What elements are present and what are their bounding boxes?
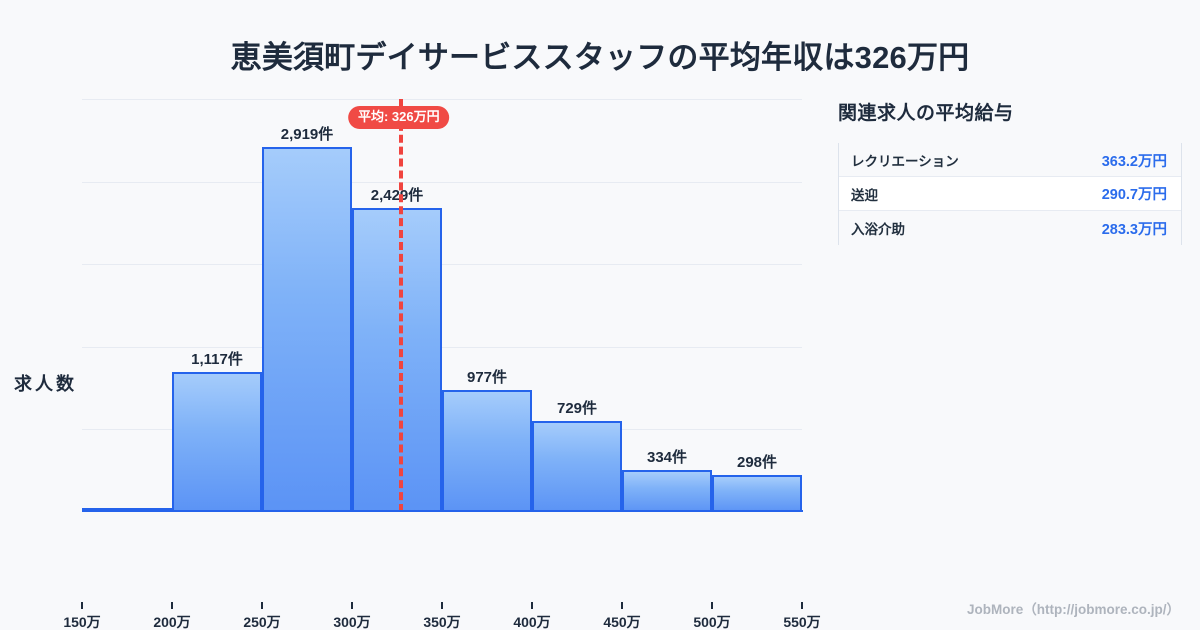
x-axis-tick-label: 300万	[333, 614, 371, 630]
related-salary-title: 関連求人の平均給与	[838, 103, 1014, 124]
x-axis-tick	[531, 602, 533, 609]
related-salary-value: 363.2万円	[1101, 153, 1167, 170]
gridline	[82, 99, 802, 100]
x-axis-tick-label: 150万	[63, 614, 101, 630]
x-axis-tick-label: 250万	[243, 614, 281, 630]
related-salary-row: 送迎 290.7万円	[839, 177, 1181, 211]
bar: 2,919件	[262, 126, 352, 512]
related-salary-name: 入浴介助	[851, 222, 905, 237]
x-axis-tick	[351, 602, 353, 609]
gridline	[82, 182, 802, 183]
bar: 334件	[622, 449, 712, 512]
bar: 298件	[712, 454, 802, 512]
related-salary-row: レクリエーション 363.2万円	[839, 143, 1181, 177]
bar-value-label: 2,429件	[370, 187, 424, 205]
x-axis-tick	[171, 602, 173, 609]
bar-value-label: 334件	[646, 449, 688, 467]
related-salary-name: 送迎	[851, 187, 878, 203]
histogram-chart: 求人数 1,117件 2,919件 2,429件 977件 729件 334件 298件 平…	[0, 90, 830, 630]
bar: 977件	[442, 369, 532, 512]
x-axis-tick	[441, 602, 443, 609]
page-title: 恵美須町デイサービススタッフの平均年収は326万円	[230, 40, 970, 75]
plot-area: 1,117件 2,919件 2,429件 977件 729件 334件 298件	[82, 99, 803, 512]
bar: 729件	[532, 400, 622, 512]
x-axis-tick	[261, 602, 263, 609]
related-salary-value: 283.3万円	[1101, 221, 1167, 238]
related-salary-panel: 関連求人の平均給与 レクリエーション 363.2万円送迎 290.7万円入浴介助 28…	[838, 98, 1182, 245]
bar-value-label: 977件	[466, 368, 508, 386]
gridline	[82, 347, 802, 348]
x-axis-tick-label: 350万	[423, 614, 461, 630]
x-axis-tick-label: 400万	[513, 614, 551, 630]
x-axis-tick	[81, 602, 83, 609]
x-axis-tick-label: 550万	[783, 614, 821, 630]
related-salary-table: レクリエーション 363.2万円送迎 290.7万円入浴介助 283.3万円	[838, 143, 1182, 245]
bar-value-label: 729件	[556, 399, 598, 417]
average-badge: 平均: 326万円	[347, 106, 450, 130]
x-axis-tick-label: 500万	[693, 614, 731, 630]
gridline	[82, 264, 802, 265]
bar: 2,429件	[352, 187, 442, 512]
average-line	[398, 99, 403, 512]
x-axis-tick	[801, 602, 803, 609]
y-axis-title: 求人数	[14, 374, 77, 394]
footer-watermark: JobMore（http://jobmore.co.jp/）	[967, 602, 1180, 617]
x-axis-tick-label: 450万	[603, 614, 641, 630]
related-salary-name: レクリエーション	[851, 154, 959, 169]
bar-value-label: 1,117件	[191, 351, 243, 369]
x-axis-tick	[711, 602, 713, 609]
bar-value-label: 298件	[736, 453, 778, 471]
bar: 1,117件	[172, 351, 262, 512]
x-axis-baseline	[82, 510, 803, 512]
related-salary-value: 290.7万円	[1101, 187, 1167, 203]
related-salary-row: 入浴介助 283.3万円	[839, 211, 1181, 245]
bar-value-label: 2,919件	[280, 125, 334, 143]
x-axis-tick-label: 200万	[153, 614, 191, 630]
x-axis-tick	[621, 602, 623, 609]
